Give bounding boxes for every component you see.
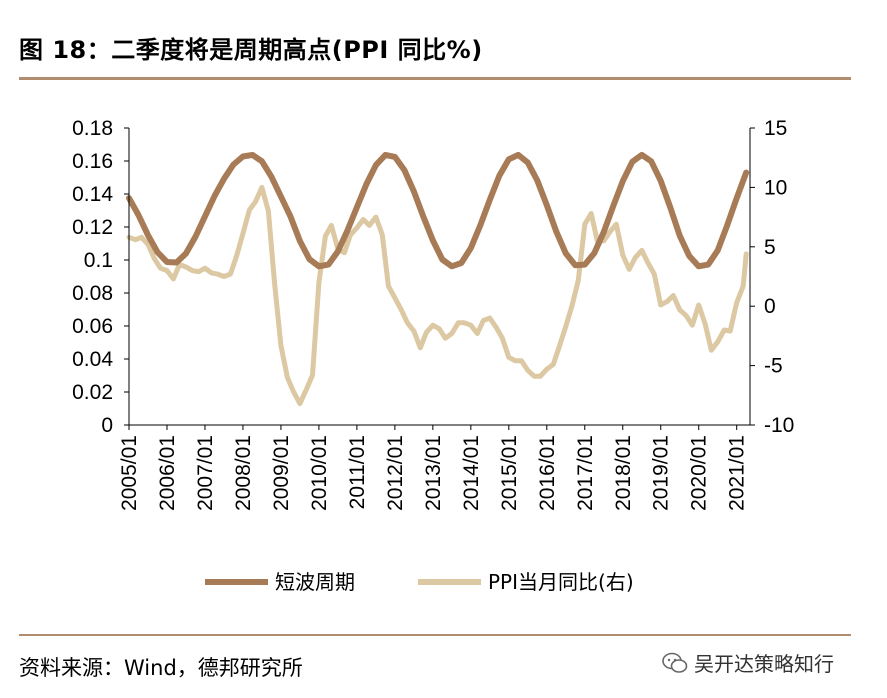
x-tick-label: 2018/01 [612, 435, 635, 511]
x-tick-label: 2012/01 [384, 435, 407, 511]
x-tick-label: 2008/01 [232, 435, 255, 511]
watermark: 吴开达策略知行 [662, 648, 834, 677]
right-tick-label: -10 [764, 414, 794, 437]
x-tick-label: 2021/01 [726, 435, 749, 511]
plot-area [126, 151, 750, 407]
source-note: 资料来源：Wind，德邦研究所 [19, 656, 303, 680]
top-rule [19, 77, 851, 80]
right-tick-label: -5 [764, 355, 783, 378]
short-cycle-line [126, 151, 750, 270]
right-tick-label: 0 [764, 295, 776, 318]
left-tick-label: 0.16 [72, 150, 113, 173]
x-tick-label: 2010/01 [308, 435, 331, 511]
x-tick-label: 2016/01 [536, 435, 559, 511]
x-tick-label: 2014/01 [460, 435, 483, 511]
right-tick-label: 10 [764, 176, 787, 199]
x-tick-label: 2005/01 [118, 435, 141, 511]
x-tick-label: 2009/01 [270, 435, 293, 511]
x-tick-label: 2020/01 [688, 435, 711, 511]
x-tick-label: 2011/01 [346, 435, 369, 509]
x-tick-label: 2007/01 [194, 435, 217, 511]
left-tick-label: 0.18 [72, 117, 113, 140]
right-tick-label: 15 [764, 117, 787, 140]
legend-label-ppi: PPI当月同比(右) [488, 570, 634, 594]
axes: 0 0.02 0.04 0.06 0.08 0.1 0.12 0.14 0.16 0.18 -10 -… [72, 117, 794, 511]
left-tick-label: 0.14 [72, 183, 113, 206]
left-tick-label: 0.02 [72, 381, 113, 404]
x-tick-label: 2017/01 [574, 435, 597, 511]
right-tick-label: 5 [764, 236, 776, 259]
x-tick-label: 2013/01 [422, 435, 445, 511]
legend: 短波周期 PPI当月同比(右) [205, 570, 634, 594]
x-tick-label: 2015/01 [498, 435, 521, 511]
left-tick-label: 0.04 [72, 348, 113, 371]
watermark-text: 吴开达策略知行 [694, 652, 834, 676]
x-tick-label: 2006/01 [156, 435, 179, 511]
left-tick-label: 0.1 [84, 249, 113, 272]
bottom-rule [19, 634, 851, 636]
chart: 0 0.02 0.04 0.06 0.08 0.1 0.12 0.14 0.16 0.18 -10 -… [72, 117, 794, 594]
chart-title: 图 18：二季度将是周期高点(PPI 同比%) [19, 36, 483, 64]
x-tick-label: 2019/01 [650, 435, 673, 511]
left-tick-label: 0 [101, 414, 113, 437]
ppi-yoy-line [126, 184, 749, 407]
left-tick-label: 0.06 [72, 315, 113, 338]
legend-label-short-cycle: 短波周期 [275, 570, 355, 594]
left-tick-label: 0.08 [72, 282, 113, 305]
left-tick-label: 0.12 [72, 216, 113, 239]
wechat-icon [662, 652, 688, 673]
